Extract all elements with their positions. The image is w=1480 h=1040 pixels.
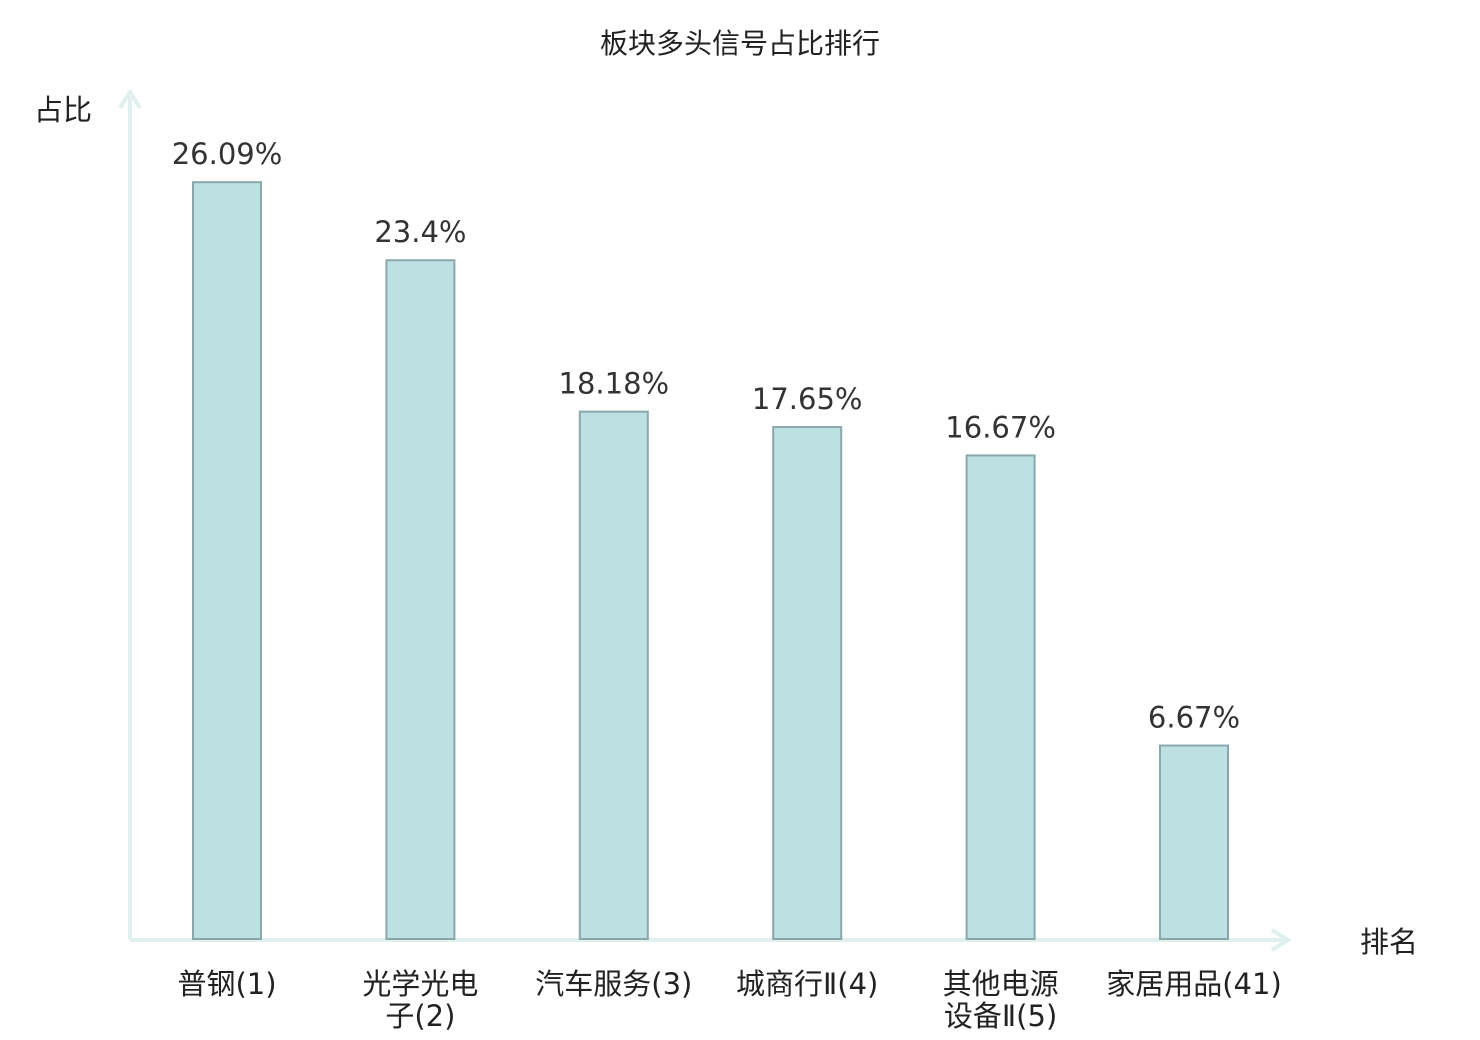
category-label-1: 普钢(1) bbox=[177, 967, 276, 1001]
category-label-group: 普钢(1) 光学光电子(2) 汽车服务(3) 城商行Ⅱ(4) 其他电源设备Ⅱ(5) 家居用… bbox=[177, 967, 1281, 1033]
value-label-5: 16.67% bbox=[945, 410, 1056, 444]
chart-title: 板块多头信号占比排行 bbox=[600, 27, 880, 60]
bar-2 bbox=[385, 259, 456, 940]
bar-6 bbox=[1159, 744, 1229, 940]
bar-5 bbox=[965, 454, 1036, 940]
bar-1 bbox=[192, 181, 262, 940]
category-label-2: 光学光电子(2) bbox=[362, 967, 478, 1033]
x-axis-arrow-icon bbox=[1270, 928, 1292, 952]
y-axis-label: 占比 bbox=[34, 93, 92, 127]
bar-3 bbox=[578, 410, 649, 941]
category-label-3: 汽车服务(3) bbox=[535, 967, 692, 1001]
value-label-group: 26.09% 23.4% 18.18% 17.65% 16.67% 6.67% bbox=[172, 137, 1240, 734]
value-label-4: 17.65% bbox=[752, 382, 863, 416]
value-label-6: 6.67% bbox=[1148, 701, 1240, 735]
y-axis-arrow-icon bbox=[118, 88, 142, 110]
category-label-4: 城商行Ⅱ(4) bbox=[736, 967, 878, 1001]
category-label-5: 其他电源设备Ⅱ(5) bbox=[943, 967, 1059, 1033]
value-label-2: 23.4% bbox=[374, 215, 466, 249]
category-label-6: 家居用品(41) bbox=[1106, 967, 1282, 1001]
bar-4 bbox=[772, 426, 843, 940]
bar-group bbox=[192, 181, 1229, 941]
value-label-3: 18.18% bbox=[559, 367, 670, 401]
value-label-1: 26.09% bbox=[172, 137, 283, 171]
x-axis-label: 排名 bbox=[1360, 925, 1418, 959]
